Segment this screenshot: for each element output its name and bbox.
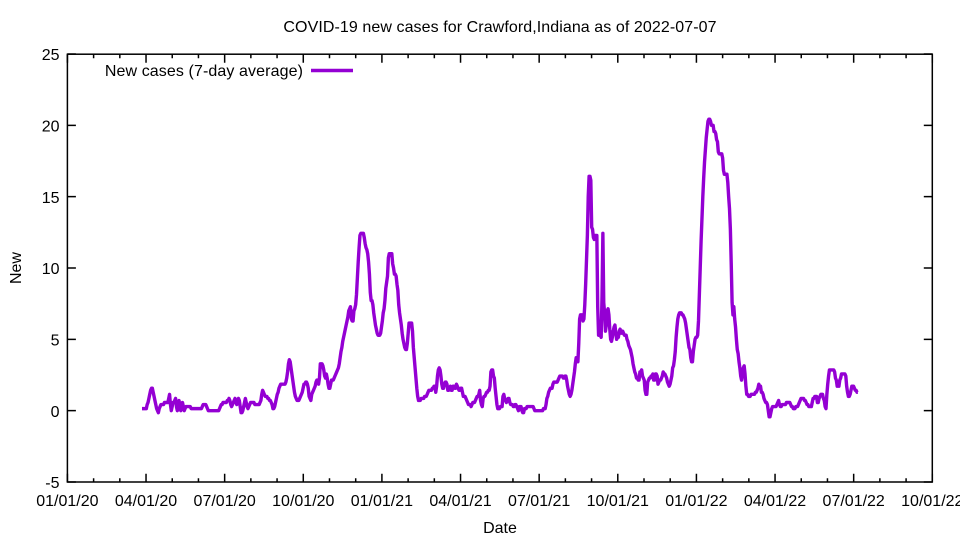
svg-text:15: 15 [42, 190, 60, 207]
svg-text:07/01/20: 07/01/20 [194, 493, 256, 510]
svg-text:10/01/21: 10/01/21 [587, 493, 649, 510]
svg-text:COVID-19 new cases for Crawfor: COVID-19 new cases for Crawford,Indiana … [283, 19, 716, 36]
svg-text:04/01/20: 04/01/20 [115, 493, 177, 510]
svg-text:New cases (7-day average): New cases (7-day average) [105, 63, 303, 80]
svg-text:10/01/22: 10/01/22 [901, 493, 960, 510]
svg-text:New: New [8, 252, 25, 284]
svg-text:07/01/21: 07/01/21 [508, 493, 570, 510]
svg-text:04/01/21: 04/01/21 [429, 493, 491, 510]
svg-text:25: 25 [42, 47, 60, 64]
svg-text:01/01/22: 01/01/22 [665, 493, 727, 510]
svg-text:04/01/22: 04/01/22 [744, 493, 806, 510]
svg-text:10: 10 [42, 261, 60, 278]
svg-text:01/01/21: 01/01/21 [351, 493, 413, 510]
svg-text:Date: Date [483, 520, 517, 537]
svg-text:0: 0 [51, 404, 60, 421]
svg-text:-5: -5 [45, 475, 59, 492]
svg-text:10/01/20: 10/01/20 [272, 493, 334, 510]
svg-text:20: 20 [42, 119, 60, 136]
svg-text:07/01/22: 07/01/22 [823, 493, 885, 510]
svg-text:5: 5 [51, 333, 60, 350]
svg-text:01/01/20: 01/01/20 [36, 493, 98, 510]
